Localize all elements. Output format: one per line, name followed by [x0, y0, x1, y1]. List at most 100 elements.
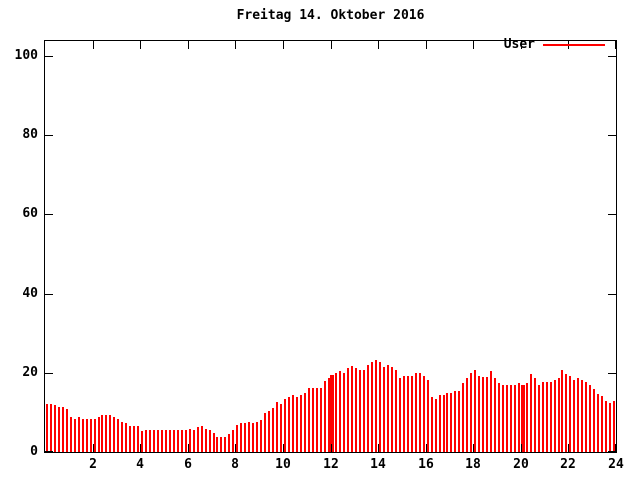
bar	[125, 423, 127, 452]
bar	[197, 427, 199, 452]
tick-mark	[235, 444, 236, 452]
bar	[435, 399, 437, 452]
bar	[109, 415, 111, 452]
y-tick-label: 20	[22, 365, 38, 380]
tick-mark	[426, 41, 427, 49]
x-tick-label: 12	[323, 457, 339, 472]
bar	[205, 429, 207, 452]
tick-mark	[45, 135, 53, 136]
tick-mark	[521, 444, 522, 452]
bar	[470, 373, 472, 452]
bar	[74, 419, 76, 452]
bar	[232, 430, 234, 452]
legend-label: User	[503, 37, 535, 52]
bar	[371, 362, 373, 452]
plot-area: User	[44, 37, 617, 453]
x-tick-label: 10	[275, 457, 291, 472]
bar	[260, 420, 262, 452]
x-tick-label: 22	[560, 457, 576, 472]
bar	[542, 382, 544, 452]
x-tick-label: 2	[89, 457, 97, 472]
bar	[157, 430, 159, 452]
bar	[573, 380, 575, 452]
tick-mark	[188, 41, 189, 49]
bar	[173, 430, 175, 452]
bar	[248, 422, 250, 452]
bar	[141, 431, 143, 452]
tick-mark	[608, 373, 616, 374]
bar	[46, 404, 48, 452]
bar	[423, 376, 425, 452]
bar	[581, 380, 583, 452]
bar	[367, 365, 369, 452]
bar	[419, 373, 421, 452]
tick-mark	[608, 451, 616, 452]
bar	[427, 380, 429, 452]
bar	[320, 388, 322, 452]
bar	[387, 365, 389, 452]
tick-mark	[608, 56, 616, 57]
tick-mark	[235, 41, 236, 49]
tick-mark	[331, 444, 332, 452]
bar	[228, 434, 230, 452]
chart-title: Freitag 14. Oktober 2016	[236, 8, 425, 23]
bar	[50, 404, 52, 452]
bar	[62, 407, 64, 452]
bar	[288, 397, 290, 452]
tick-mark	[473, 41, 474, 49]
bar	[292, 395, 294, 452]
bar	[407, 376, 409, 452]
bar	[129, 426, 131, 452]
bar	[117, 419, 119, 452]
x-tick-label: 6	[184, 457, 192, 472]
bar	[494, 378, 496, 452]
x-tick-label: 18	[465, 457, 481, 472]
bar	[165, 430, 167, 452]
bar	[113, 417, 115, 452]
bar	[324, 381, 326, 452]
bar	[121, 422, 123, 452]
bar	[609, 403, 611, 452]
tick-mark	[426, 444, 427, 452]
bar	[240, 423, 242, 452]
bar	[506, 385, 508, 452]
bar	[347, 368, 349, 452]
tick-mark	[608, 214, 616, 215]
bar	[86, 419, 88, 452]
tick-mark	[473, 444, 474, 452]
bar	[514, 385, 516, 452]
bar	[530, 374, 532, 452]
bar	[328, 378, 330, 452]
x-tick-label: 24	[608, 457, 624, 472]
bar	[189, 429, 191, 452]
bar	[216, 437, 218, 452]
bar	[149, 430, 151, 452]
bar	[244, 423, 246, 452]
y-tick-label: 40	[22, 286, 38, 301]
bar	[458, 391, 460, 452]
bar	[379, 362, 381, 452]
bar	[490, 371, 492, 452]
bar	[415, 373, 417, 452]
bar	[137, 426, 139, 452]
bar	[454, 391, 456, 452]
bar	[521, 385, 525, 452]
bar	[209, 430, 211, 452]
bar	[585, 382, 587, 452]
bar	[546, 382, 548, 452]
bar	[177, 430, 179, 452]
bar	[359, 370, 361, 452]
bar	[70, 417, 72, 452]
tick-mark	[608, 294, 616, 295]
tick-mark	[615, 444, 616, 452]
bar	[330, 375, 334, 452]
bar	[597, 394, 599, 452]
bar	[446, 393, 448, 452]
bar	[486, 377, 488, 452]
bar	[443, 395, 445, 452]
x-tick-label: 16	[418, 457, 434, 472]
bar	[339, 371, 341, 452]
tick-mark	[615, 41, 616, 49]
tick-mark	[283, 444, 284, 452]
